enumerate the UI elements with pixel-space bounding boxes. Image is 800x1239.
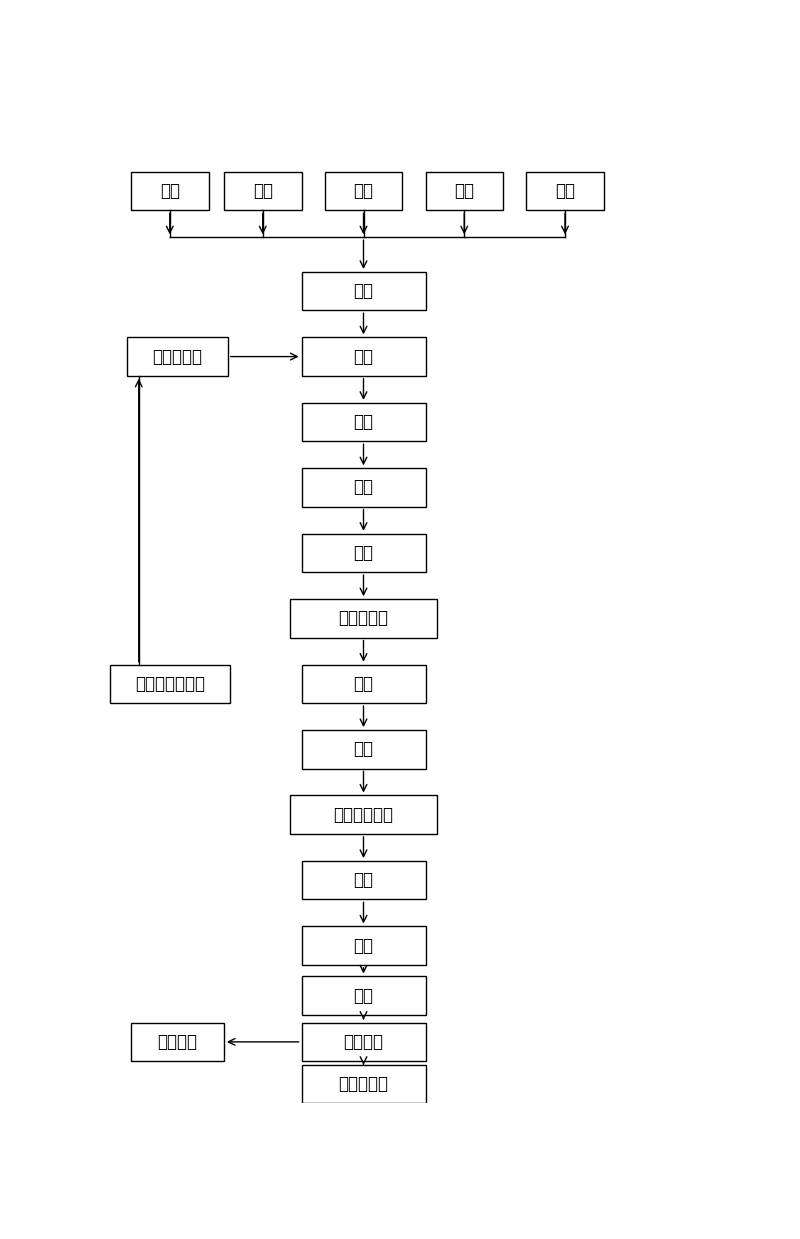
Bar bbox=[302, 403, 426, 441]
Bar bbox=[302, 927, 426, 965]
Bar bbox=[302, 534, 426, 572]
Bar bbox=[526, 172, 604, 211]
Bar bbox=[131, 1022, 224, 1061]
Bar bbox=[127, 337, 228, 375]
Text: 预养: 预养 bbox=[354, 413, 374, 431]
Text: 配料: 配料 bbox=[253, 182, 273, 199]
Bar bbox=[325, 172, 402, 211]
Text: 配料: 配料 bbox=[454, 182, 474, 199]
Bar bbox=[302, 1022, 426, 1061]
Text: 出釜: 出釜 bbox=[354, 986, 374, 1005]
Text: 翻转: 翻转 bbox=[354, 478, 374, 497]
Bar bbox=[302, 271, 426, 311]
Bar bbox=[302, 976, 426, 1015]
Text: 吊至蒸养小车: 吊至蒸养小车 bbox=[334, 805, 394, 824]
Text: 配料: 配料 bbox=[555, 182, 575, 199]
Bar bbox=[302, 664, 426, 703]
Text: 入釜: 入釜 bbox=[354, 871, 374, 890]
Bar bbox=[131, 172, 209, 211]
Text: 纵切: 纵切 bbox=[354, 675, 374, 693]
Bar bbox=[302, 861, 426, 900]
Text: 包装、装车: 包装、装车 bbox=[338, 1075, 389, 1093]
Text: 配料: 配料 bbox=[354, 182, 374, 199]
Bar bbox=[110, 664, 230, 703]
Bar bbox=[302, 468, 426, 507]
Bar bbox=[302, 337, 426, 375]
Text: 成品堆垛: 成品堆垛 bbox=[343, 1033, 383, 1051]
Text: 侧板返回: 侧板返回 bbox=[158, 1033, 198, 1051]
Bar bbox=[426, 172, 503, 211]
Text: 清理、喷油: 清理、喷油 bbox=[153, 348, 202, 366]
Text: 横切: 横切 bbox=[354, 740, 374, 758]
Text: 与脱模空模重组: 与脱模空模重组 bbox=[134, 675, 205, 693]
Text: 脱模: 脱模 bbox=[354, 544, 374, 563]
Text: 浇注: 浇注 bbox=[354, 348, 374, 366]
Text: 蒸养: 蒸养 bbox=[354, 937, 374, 954]
Bar bbox=[302, 1066, 426, 1104]
Text: 纵切两侧面: 纵切两侧面 bbox=[338, 610, 389, 627]
Text: 配料: 配料 bbox=[160, 182, 180, 199]
Text: 搅拌: 搅拌 bbox=[354, 282, 374, 300]
Bar bbox=[290, 795, 437, 834]
Bar bbox=[290, 600, 437, 638]
Bar bbox=[224, 172, 302, 211]
Bar bbox=[302, 730, 426, 768]
